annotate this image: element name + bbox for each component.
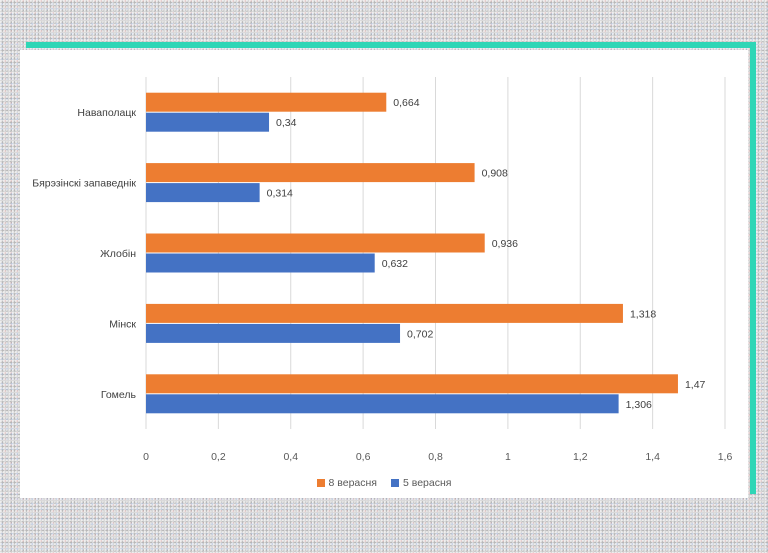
bar-series0-4 — [146, 374, 678, 394]
bar-series1-4 — [146, 394, 619, 414]
data-label-series0-3: 1,318 — [630, 308, 656, 320]
legend-swatch-series-8 — [316, 479, 325, 487]
data-label-series1-1: 0,314 — [267, 188, 293, 200]
data-label-series0-4: 1,47 — [685, 379, 706, 391]
bar-series1-3 — [146, 323, 401, 343]
data-label-series0-0: 0,664 — [393, 97, 419, 109]
data-label-series0-2: 0,936 — [492, 238, 518, 250]
legend-item-series-5: 5 верасня — [391, 477, 451, 489]
x-tick-label-8: 1,6 — [718, 451, 733, 463]
category-label-1: Бярэзінскі запаведнік — [32, 178, 136, 190]
x-tick-label-6: 1,2 — [573, 451, 588, 463]
x-tick-label-1: 0,2 — [211, 451, 226, 463]
legend-label-series-5: 5 верасня — [403, 477, 452, 489]
bar-series0-3 — [146, 303, 623, 323]
bar-series0-0 — [146, 92, 387, 112]
x-tick-label-0: 0 — [143, 451, 149, 463]
data-label-series1-4: 1,306 — [626, 399, 652, 411]
x-tick-label-3: 0,6 — [356, 451, 371, 463]
legend-swatch-series-5 — [391, 479, 399, 487]
chart-card: 0 0,2 0,4 0,6 0,8 1 1,2 1,4 1,6 Наваполацк 0,664 0,… — [20, 50, 748, 498]
chart-legend: 8 верасня 5 верасня — [20, 477, 748, 489]
frame-right-border — [750, 42, 756, 494]
category-label-4: Гомель — [101, 389, 137, 401]
x-tick-label-4: 0,8 — [428, 451, 443, 463]
data-label-series1-0: 0,34 — [276, 117, 297, 129]
data-label-series0-1: 0,908 — [482, 168, 508, 180]
legend-label-series-8: 8 верасня — [328, 477, 377, 489]
bar-series0-1 — [146, 163, 475, 183]
bar-series1-0 — [146, 112, 270, 132]
category-label-3: Мінск — [109, 318, 136, 330]
data-label-series1-2: 0,632 — [382, 258, 408, 270]
bar-series1-2 — [146, 253, 375, 273]
x-tick-label-2: 0,4 — [283, 451, 298, 463]
bar-series1-1 — [146, 183, 260, 203]
legend-item-series-8: 8 верасня — [316, 477, 377, 489]
x-tick-label-7: 1,4 — [645, 451, 660, 463]
bar-series0-2 — [146, 233, 485, 253]
bar-chart: 0 0,2 0,4 0,6 0,8 1 1,2 1,4 1,6 Наваполацк 0,664 0,… — [32, 77, 733, 463]
category-label-2: Жлобін — [100, 248, 136, 260]
frame-top-border — [26, 42, 756, 48]
category-label-0: Наваполацк — [77, 107, 136, 119]
x-tick-label-5: 1 — [505, 451, 511, 463]
data-label-series1-3: 0,702 — [407, 328, 433, 340]
